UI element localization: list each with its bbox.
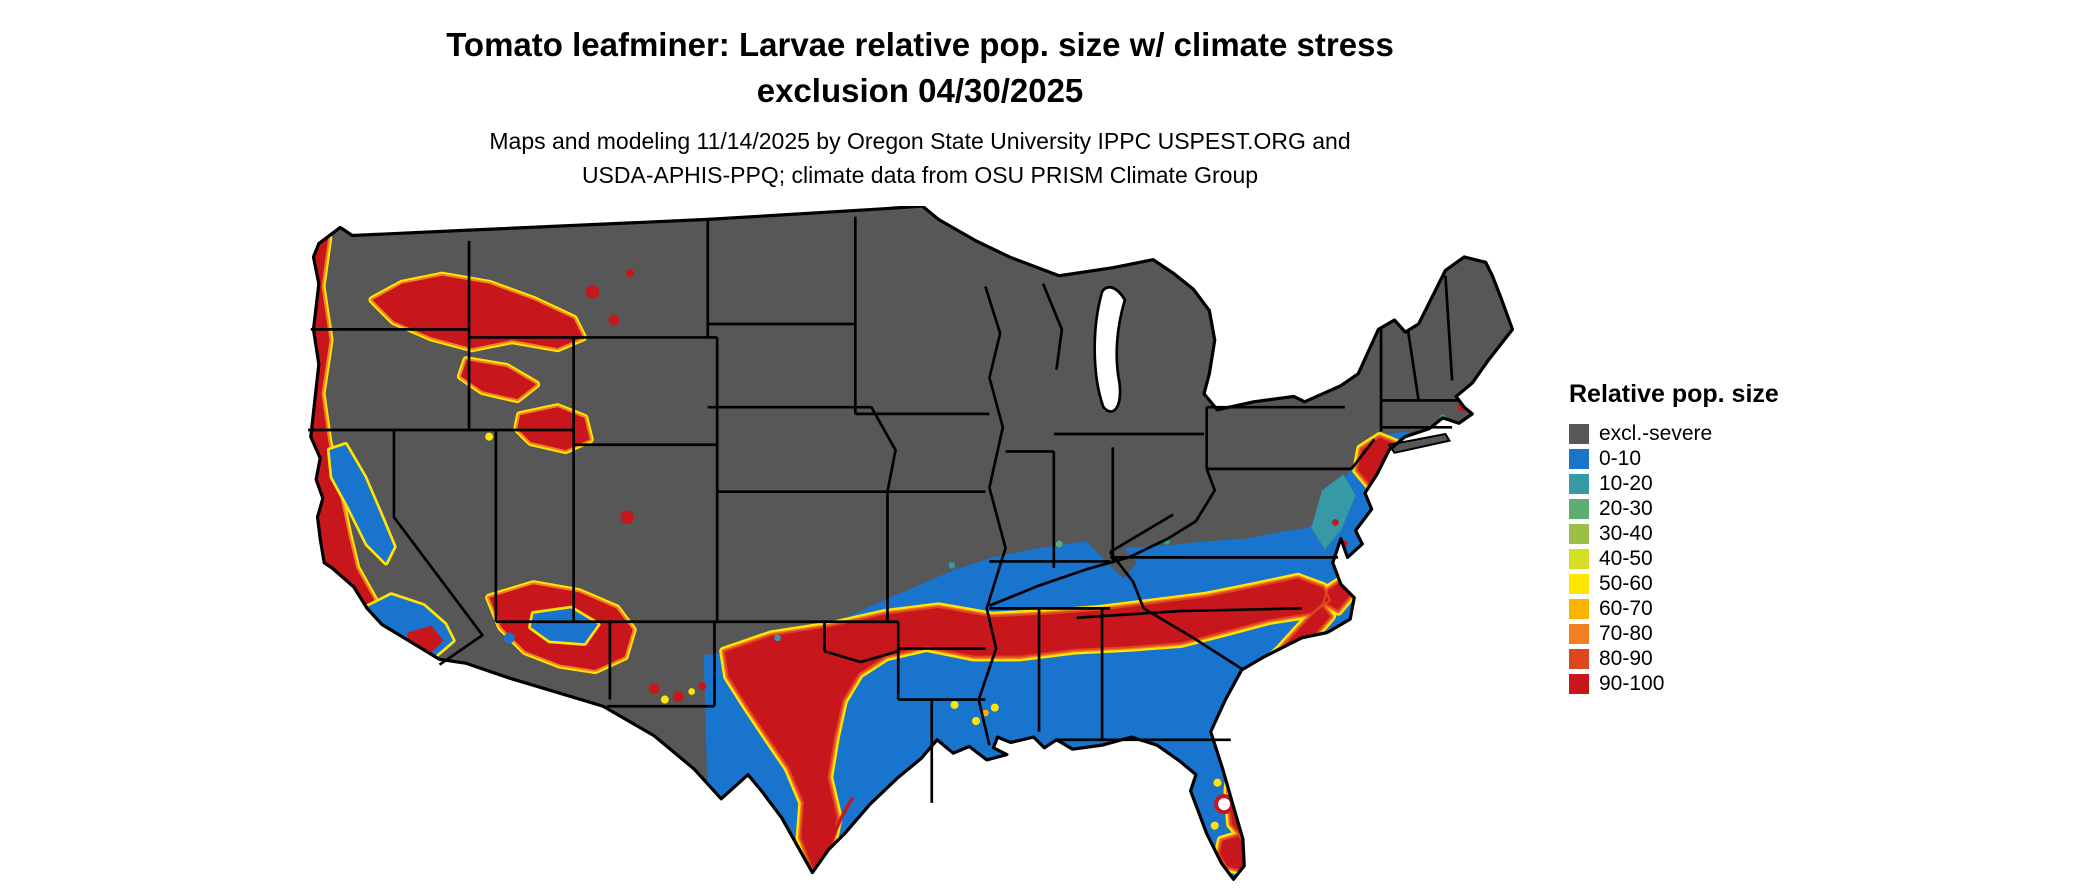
map-subtitle-line1: Maps and modeling 11/14/2025 by Oregon S… <box>489 128 1351 154</box>
legend-item: 50-60 <box>1569 571 1779 596</box>
legend-label: 50-60 <box>1599 572 1653 595</box>
map-subtitle-line2: USDA-APHIS-PPQ; climate data from OSU PR… <box>581 162 1259 188</box>
legend-item: 80-90 <box>1569 646 1779 671</box>
map-title-line1: Tomato leafminer: Larvae relative pop. s… <box>446 26 1394 63</box>
legend-item: 70-80 <box>1569 621 1779 646</box>
map-title: Tomato leafminer: Larvae relative pop. s… <box>446 22 1394 114</box>
legend-swatch <box>1569 548 1589 569</box>
legend-title: Relative pop. size <box>1569 380 1779 408</box>
us-map-svg <box>308 206 1515 881</box>
state-borders <box>308 216 1459 803</box>
legend-swatch <box>1569 523 1589 544</box>
legend-label: 90-100 <box>1599 672 1665 695</box>
legend-label: excl.-severe <box>1599 422 1713 445</box>
map-subtitle: Maps and modeling 11/14/2025 by Oregon S… <box>489 124 1350 192</box>
legend-swatch <box>1569 448 1589 469</box>
legend-swatch <box>1569 623 1589 644</box>
texas-coast-strip <box>826 796 855 848</box>
legend-item: 10-20 <box>1569 471 1779 496</box>
legend-swatch <box>1569 598 1589 619</box>
legend-item: 90-100 <box>1569 671 1779 696</box>
map-title-line2: exclusion 04/30/2025 <box>756 72 1084 109</box>
legend-label: 60-70 <box>1599 597 1653 620</box>
region-chesapeake-mixed <box>1311 474 1356 550</box>
legend-swatch <box>1569 573 1589 594</box>
legend-item: 20-30 <box>1569 496 1779 521</box>
legend-swatch <box>1569 473 1589 494</box>
legend-swatch <box>1569 423 1589 444</box>
legend-label: 30-40 <box>1599 522 1653 545</box>
legend-items: excl.-severe 0-10 10-20 20-30 30-40 40-50 50-6… <box>1569 421 1779 696</box>
legend-label: 40-50 <box>1599 547 1653 570</box>
lake-michigan <box>1093 285 1127 413</box>
legend-label: 20-30 <box>1599 497 1653 520</box>
legend: Relative pop. size excl.-severe 0-10 10-20… <box>1569 380 1779 696</box>
legend-swatch <box>1569 673 1589 694</box>
legend-label: 10-20 <box>1599 472 1653 495</box>
legend-label: 70-80 <box>1599 622 1653 645</box>
legend-item: excl.-severe <box>1569 421 1779 446</box>
legend-item: 40-50 <box>1569 546 1779 571</box>
legend-item: 30-40 <box>1569 521 1779 546</box>
us-map <box>308 206 1526 890</box>
legend-label: 0-10 <box>1599 447 1642 470</box>
scatter-specks-yellow <box>485 432 1222 830</box>
long-island <box>1387 432 1452 454</box>
legend-swatch <box>1569 498 1589 519</box>
legend-label: 80-90 <box>1599 647 1653 670</box>
legend-item: 60-70 <box>1569 596 1779 621</box>
legend-item: 0-10 <box>1569 446 1779 471</box>
legend-swatch <box>1569 648 1589 669</box>
